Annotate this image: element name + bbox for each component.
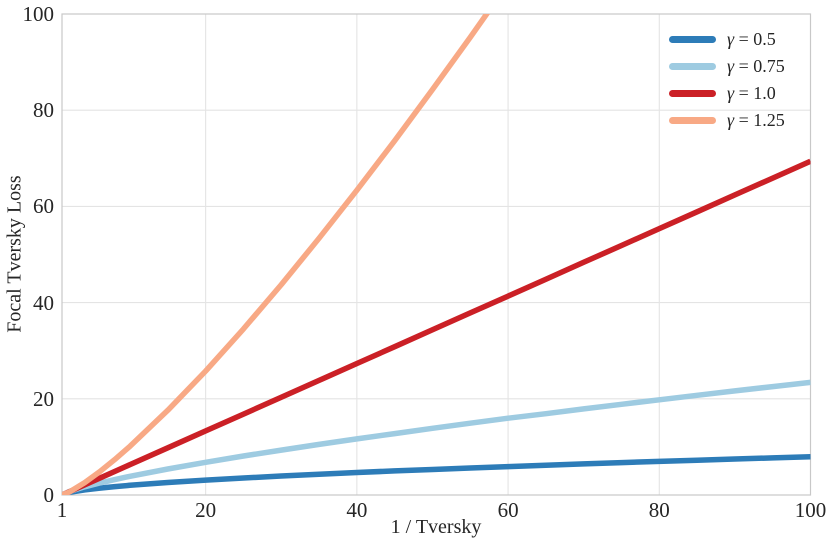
curve-γ=0.5 [62,454,811,495]
legend-item: γ = 1.0 [669,80,785,107]
curve-γ=1.0 [62,158,811,495]
y-tick-label: 40 [33,290,54,315]
x-axis-label: 1 / Tversky [390,516,482,538]
x-tick-label: 20 [195,498,217,522]
gridlines [62,14,811,495]
y-axis-label: Focal Tversky Loss [3,175,26,333]
legend-line-swatch [669,90,716,97]
x-tick-label: 40 [346,498,368,522]
legend-line-swatch [669,63,716,70]
x-tick-label: 60 [497,498,519,522]
legend-label: γ = 0.5 [727,29,776,49]
legend-line-swatch [669,117,716,124]
curves [62,14,811,495]
y-tick-label: 20 [33,386,54,411]
x-tick-label: 80 [648,498,670,522]
x-tick-label: 1 [56,498,68,522]
legend-line-swatch [669,36,716,43]
legend-label: γ = 1.25 [727,110,785,130]
curve-γ=0.75 [62,379,811,495]
legend: γ = 0.5 γ = 0.75 γ = 1.0 γ = 1.25 [669,26,785,134]
x-tick-label: 100 [794,498,827,522]
y-tick-label: 0 [43,483,55,507]
y-tick-label: 100 [22,2,55,26]
legend-label: γ = 0.75 [727,56,785,76]
legend-label: γ = 1.0 [727,83,776,103]
y-tick-label: 80 [33,98,54,123]
legend-item: γ = 0.5 [669,26,785,53]
legend-item: γ = 0.75 [669,53,785,80]
y-tick-label: 60 [33,194,54,219]
legend-item: γ = 1.25 [669,107,785,134]
plot-spines [61,13,812,496]
curve-γ=1.25 [62,14,491,495]
